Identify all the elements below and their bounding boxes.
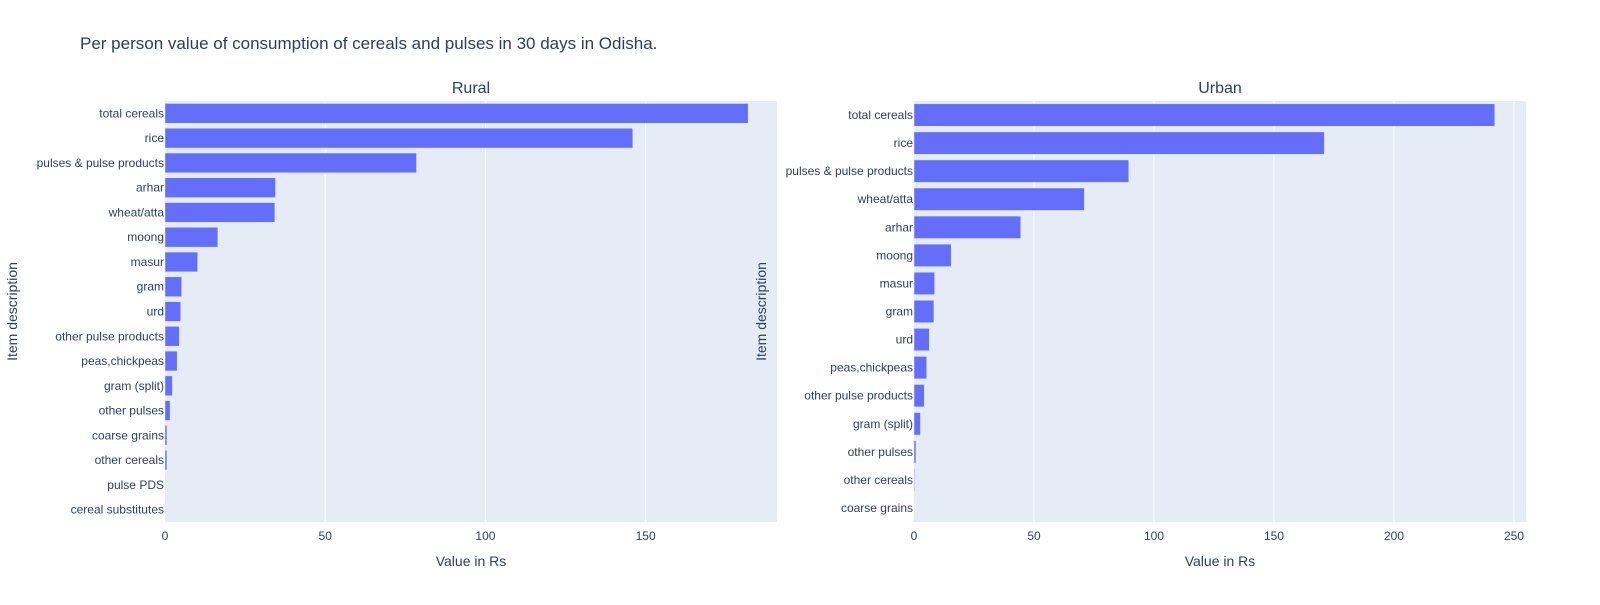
bar [914, 272, 935, 294]
bar [914, 160, 1129, 182]
x-axis-title: Value in Rs [1185, 553, 1256, 569]
y-tick-label: gram (split) [104, 379, 164, 393]
x-tick-label: 250 [1504, 529, 1524, 543]
y-tick-label: other pulse products [804, 389, 913, 403]
rural-panel: 0 50 100 150 total cereals rice pulses & pulse… [4, 80, 777, 569]
bar [914, 132, 1324, 154]
bar [165, 203, 275, 223]
bar [914, 469, 915, 491]
y-tick-label: other pulse products [55, 329, 164, 343]
bar [165, 326, 179, 346]
y-tick-label: peas,chickpeas [81, 354, 164, 368]
y-tick-label: other cereals [95, 453, 164, 467]
y-tick-label: pulses & pulse products [786, 164, 913, 178]
y-tick-label: cereal substitutes [71, 503, 164, 517]
bar [914, 244, 951, 266]
y-tick-label: moong [876, 248, 913, 262]
x-tick-label: 100 [1144, 529, 1164, 543]
y-tick-label: rice [894, 136, 914, 150]
x-tick-label: 100 [475, 529, 495, 543]
bar [165, 153, 417, 173]
urban-panel: 0 50 100 150 200 250 total cereals rice pulses &… [753, 80, 1526, 569]
x-tick-label: 200 [1384, 529, 1404, 543]
y-tick-label: rice [145, 131, 165, 145]
bar [165, 227, 218, 247]
y-tick-label: wheat/atta [857, 192, 914, 206]
bar [914, 104, 1495, 126]
bar [914, 441, 916, 463]
bar [914, 384, 924, 406]
bar [914, 188, 1084, 210]
bar [914, 328, 929, 350]
y-tick-label: coarse grains [92, 428, 164, 442]
x-axis-title: Value in Rs [436, 553, 507, 569]
y-tick-label: pulses & pulse products [37, 156, 164, 170]
y-tick-label: peas,chickpeas [830, 361, 913, 375]
y-tick-label: coarse grains [841, 501, 913, 515]
bar [165, 277, 182, 297]
y-tick-label: gram (split) [853, 417, 913, 431]
x-tick-label: 0 [162, 529, 169, 543]
y-tick-label: arhar [136, 181, 164, 195]
y-tick-label: masur [880, 276, 913, 290]
bar [165, 351, 177, 371]
subplot-title: Urban [1198, 80, 1242, 97]
y-axis-title: Item description [4, 262, 20, 361]
y-tick-label: moong [127, 230, 164, 244]
y-tick-label: gram [886, 305, 913, 319]
bar [165, 450, 167, 470]
y-tick-label: urd [147, 305, 164, 319]
bar [914, 216, 1021, 238]
x-tick-label: 150 [1264, 529, 1284, 543]
y-tick-label: wheat/atta [108, 205, 165, 219]
x-tick-label: 50 [319, 529, 333, 543]
chart-title: Per person value of consumption of cerea… [80, 34, 657, 53]
y-tick-label: total cereals [99, 106, 164, 120]
y-tick-label: pulse PDS [107, 478, 164, 492]
bar [165, 302, 181, 322]
subplot-title: Rural [452, 80, 490, 97]
bar [165, 425, 167, 445]
y-tick-label: other pulses [848, 445, 913, 459]
y-axis-title: Item description [753, 262, 769, 361]
bar [165, 128, 633, 148]
x-tick-label: 0 [911, 529, 918, 543]
bar [165, 178, 276, 198]
x-tick-label: 150 [636, 529, 656, 543]
x-tick-label: 50 [1027, 529, 1041, 543]
y-tick-label: total cereals [848, 108, 913, 122]
bar [914, 413, 920, 435]
y-tick-label: other cereals [844, 473, 913, 487]
y-tick-label: arhar [885, 220, 913, 234]
bar [165, 103, 748, 123]
bar [914, 300, 934, 322]
bar [165, 376, 172, 396]
bar [165, 401, 170, 421]
bar [165, 252, 198, 272]
y-tick-label: masur [131, 255, 164, 269]
y-tick-label: gram [137, 280, 164, 294]
bar [914, 356, 927, 378]
y-tick-label: other pulses [99, 404, 164, 418]
y-tick-label: urd [896, 333, 913, 347]
